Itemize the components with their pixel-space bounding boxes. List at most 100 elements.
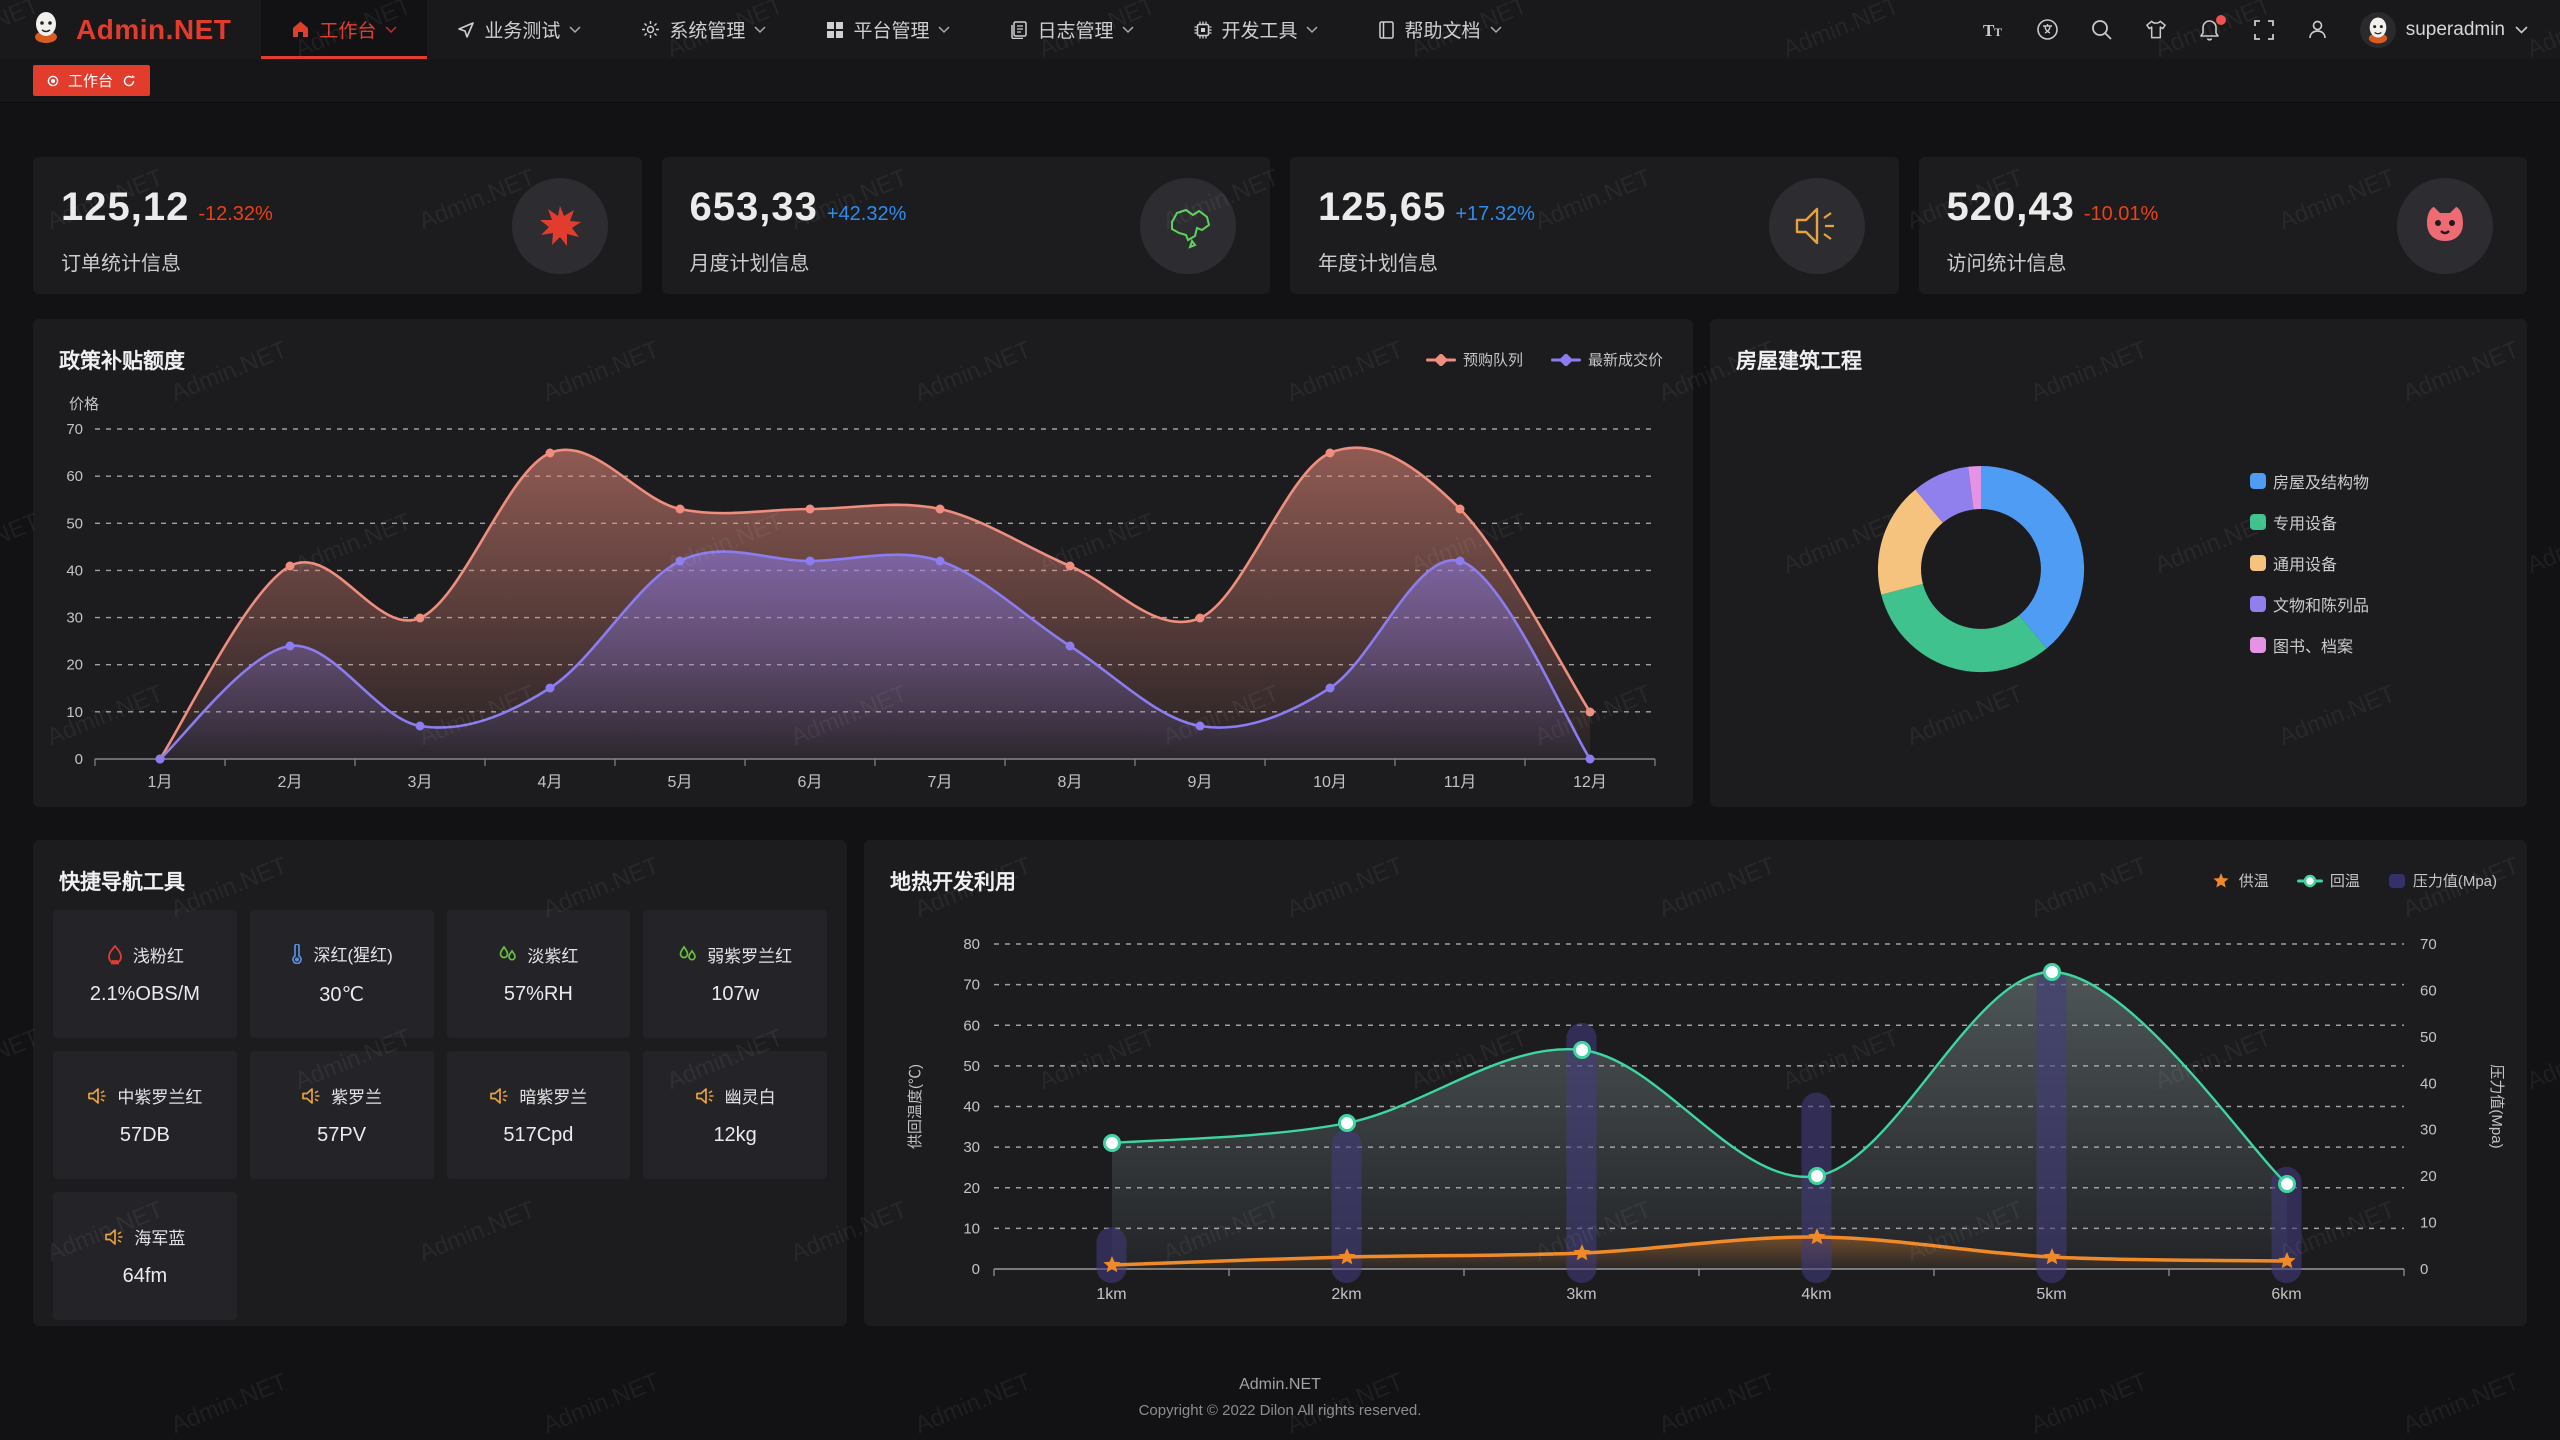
legend-bar-marker xyxy=(2388,873,2405,888)
user-menu[interactable]: superadmin xyxy=(2359,11,2528,48)
donut-legend-item-1[interactable]: 专用设备 xyxy=(2250,510,2369,534)
svg-text:30: 30 xyxy=(2420,1122,2437,1139)
quick-nav-item-4[interactable]: 中紫罗兰红 57DB xyxy=(53,1051,237,1179)
thermometer-icon xyxy=(290,943,304,964)
donut-legend-item-0[interactable]: 房屋及结构物 xyxy=(2250,469,2369,493)
stat-value: 653,33 xyxy=(689,185,818,229)
svg-text:3km: 3km xyxy=(1566,1286,1596,1303)
stat-delta: -10.01% xyxy=(2083,203,2159,225)
geothermal-mixed-chart[interactable]: 0 10 20 30 40 50 60 70 80 0 10 20 30 40 50 60 70 1km 2km 3k… xyxy=(864,840,2527,1326)
svg-text:0: 0 xyxy=(75,751,83,768)
legend-label: 供温 xyxy=(2238,873,2269,890)
legend-label: 最新成交价 xyxy=(1587,352,1663,369)
fullscreen-icon[interactable] xyxy=(2252,18,2276,42)
chevron-down-icon xyxy=(1122,25,1134,34)
quick-nav-item-name: 幽灵白 xyxy=(724,1088,776,1107)
notification-icon[interactable] xyxy=(2198,14,2226,42)
nav-item-3[interactable]: 平台管理 xyxy=(796,0,980,59)
search-icon[interactable] xyxy=(2090,18,2114,42)
housing-chart-legend: 房屋及结构物 专用设备通用设备文物和陈列品图书、档案 xyxy=(2250,469,2369,657)
nav-item-5[interactable]: 开发工具 xyxy=(1164,0,1348,59)
quick-nav-title: 快捷导航工具 xyxy=(59,871,185,894)
legend-line-marker xyxy=(1550,353,1581,366)
svg-text:10: 10 xyxy=(963,1220,980,1237)
legend-item-0[interactable]: 预购队列 xyxy=(1425,349,1523,370)
stat-card-1: 653,33 +42.32% 月度计划信息 xyxy=(661,157,1270,294)
svg-text:20: 20 xyxy=(2420,1168,2437,1185)
charts-row: 政策补贴额度 预购队列 最新成交价 0 10 20 30 40 50 60 70 价格 1月 2月 3月… xyxy=(33,319,2527,807)
quick-nav-item-6[interactable]: 暗紫罗兰 517Cpd xyxy=(446,1051,631,1179)
tab-bar: 工作台 xyxy=(0,59,2560,103)
legend-item-1[interactable]: 最新成交价 xyxy=(1550,349,1663,370)
svg-text:50: 50 xyxy=(2420,1029,2437,1046)
quick-nav-item-value: 57%RH xyxy=(503,983,573,1005)
svg-text:0: 0 xyxy=(2420,1261,2428,1278)
quick-nav-item-2[interactable]: 淡紫红 57%RH xyxy=(446,910,631,1038)
nav-item-label: 工作台 xyxy=(319,21,377,42)
legend-label: 压力值(Mpa) xyxy=(2412,873,2497,890)
quick-nav-item-5[interactable]: 紫罗兰 57PV xyxy=(249,1051,434,1179)
tab-workbench[interactable]: 工作台 xyxy=(33,65,151,96)
geo-legend-item-0[interactable]: 供温 xyxy=(2210,870,2269,891)
chevron-down-icon xyxy=(385,25,397,34)
page-footer: Admin.NET Copyright © 2022 Dilon All rig… xyxy=(33,1372,2527,1424)
quick-nav-item-0[interactable]: 浅粉红 2.1%OBS/M xyxy=(53,910,237,1038)
nav-item-label: 平台管理 xyxy=(853,21,930,42)
svg-text:20: 20 xyxy=(963,1180,980,1197)
geothermal-chart-card: 地热开发利用 供温 回温 压力值(Mpa) 0 10 20 30 40 50 60 70 80 0 10… xyxy=(864,840,2527,1326)
stat-label: 月度计划信息 xyxy=(689,253,810,275)
quick-nav-item-name: 暗紫罗兰 xyxy=(519,1088,588,1107)
quick-nav-item-value: 107w xyxy=(711,983,760,1005)
legend-label: 预购队列 xyxy=(1462,352,1523,369)
geo-legend-item-1[interactable]: 回温 xyxy=(2296,870,2360,891)
tab-dot-icon xyxy=(47,75,59,86)
quick-nav-grid: 浅粉红 2.1%OBS/M 深红(猩红) 30℃ 淡紫红 57%RH 弱紫罗兰红 107w 中紫… xyxy=(53,910,827,1320)
housing-donut-chart[interactable] xyxy=(1710,319,2527,807)
stat-card-3: 520,43 -10.01% 访问统计信息 xyxy=(1918,157,2527,294)
nav-item-label: 帮助文档 xyxy=(1404,21,1481,42)
quick-nav-item-8[interactable]: 海军蓝 64fm xyxy=(53,1192,237,1320)
quick-nav-item-3[interactable]: 弱紫罗兰红 107w xyxy=(643,910,827,1038)
speaker-big-icon xyxy=(1768,177,1865,274)
svg-text:7月: 7月 xyxy=(928,774,953,791)
quick-nav-item-7[interactable]: 幽灵白 12kg xyxy=(643,1051,827,1179)
footer-copyright: Copyright © 2022 Dilon All rights reserv… xyxy=(1138,1402,1422,1419)
geo-legend-item-2[interactable]: 压力值(Mpa) xyxy=(2388,870,2497,891)
svg-text:2km: 2km xyxy=(1331,1286,1361,1303)
svg-text:10月: 10月 xyxy=(1313,774,1347,791)
profile-icon[interactable] xyxy=(2306,18,2330,42)
refresh-icon[interactable] xyxy=(122,74,136,88)
legend-label: 图书、档案 xyxy=(2273,639,2354,656)
drops-icon xyxy=(498,945,518,964)
china-map-icon xyxy=(1140,177,1236,274)
geothermal-chart-legend: 供温 回温 压力值(Mpa) xyxy=(2210,870,2497,891)
bottom-row: 快捷导航工具 浅粉红 2.1%OBS/M 深红(猩红) 30℃ 淡紫红 57%RH 弱紫罗兰… xyxy=(33,840,2527,1326)
donut-legend-item-2[interactable]: 通用设备 xyxy=(2250,551,2369,575)
svg-text:30: 30 xyxy=(66,610,83,627)
legend-swatch xyxy=(2250,514,2266,530)
subsidy-chart-legend: 预购队列 最新成交价 xyxy=(1425,349,1663,370)
donut-legend-item-3[interactable]: 文物和陈列品 xyxy=(2250,592,2369,616)
theme-icon[interactable] xyxy=(2144,18,2168,42)
svg-text:4km: 4km xyxy=(1801,1286,1831,1303)
nav-item-4[interactable]: 日志管理 xyxy=(980,0,1164,59)
svg-text:70: 70 xyxy=(963,977,980,994)
nav-item-label: 系统管理 xyxy=(669,21,746,42)
quick-nav-item-1[interactable]: 深红(猩红) 30℃ xyxy=(249,910,434,1038)
nav-item-2[interactable]: 系统管理 xyxy=(611,0,796,59)
app-logo[interactable]: Admin.NET xyxy=(0,0,261,59)
svg-text:60: 60 xyxy=(66,468,83,485)
home-icon xyxy=(291,20,310,39)
stat-value: 125,12 xyxy=(61,185,190,229)
language-icon[interactable] xyxy=(2036,18,2060,42)
subsidy-chart-card: 政策补贴额度 预购队列 最新成交价 0 10 20 30 40 50 60 70 价格 1月 2月 3月… xyxy=(33,319,1693,807)
logo-text: Admin.NET xyxy=(76,13,232,45)
nav-item-6[interactable]: 帮助文档 xyxy=(1348,0,1531,59)
subsidy-area-chart[interactable]: 0 10 20 30 40 50 60 70 价格 1月 2月 3月 4月 5月 6月 7月 8月 9月 10月 11… xyxy=(33,319,1693,807)
donut-legend-item-4[interactable]: 图书、档案 xyxy=(2250,633,2369,657)
svg-text:12月: 12月 xyxy=(1573,774,1607,791)
nav-item-1[interactable]: 业务测试 xyxy=(427,0,611,59)
nav-item-0[interactable]: 工作台 xyxy=(261,0,428,59)
